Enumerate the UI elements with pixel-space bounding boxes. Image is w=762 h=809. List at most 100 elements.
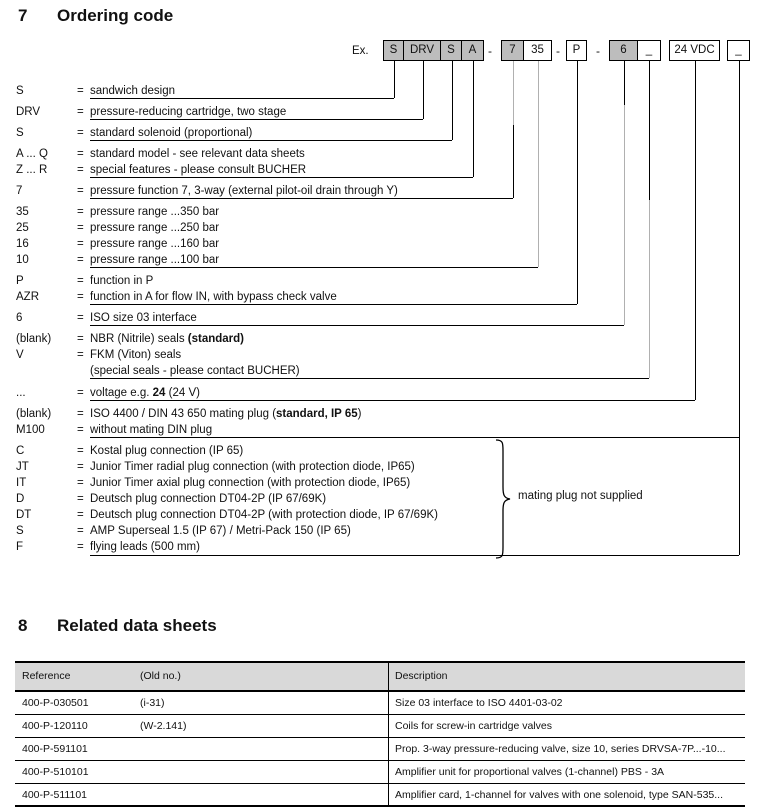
equals-sign: = [77,312,84,324]
def-row-solenoid: S = standard solenoid (proportional) [0,126,762,142]
code-value: IT [16,477,27,489]
code-description: without mating DIN plug [90,424,213,436]
connector-line [538,61,539,267]
table-border-top [15,661,745,663]
code-box-port-function: P [566,40,587,61]
table-cell-old-no: (W-2.141) [140,720,187,732]
connector-line [452,61,453,140]
code-description: function in P [90,275,154,287]
def-row-special-seals: (special seals - please contact BUCHER) [0,364,762,380]
table-cell-reference: 400-P-030501 [22,697,89,709]
section-number: 8 [18,616,28,635]
dash-separator: - [488,44,492,58]
equals-sign: = [77,85,84,97]
equals-sign: = [77,493,84,505]
def-row-deutsch: D = Deutsch plug connection DT04-2P (IP 67… [0,492,762,508]
dash-separator: - [596,44,600,58]
table-column-divider [388,661,389,807]
connector-line [394,61,395,98]
def-row-range-350: 35 = pressure range ...350 bar [0,205,762,221]
equals-sign: = [77,509,84,521]
code-description: pressure range ...100 bar [90,254,220,266]
connector-line [473,61,474,177]
equals-sign: = [77,106,84,118]
code-description: function in A for flow IN, with bypass c… [90,291,337,303]
table-cell-reference: 400-P-510101 [22,766,89,778]
def-row-superseal: S = AMP Superseal 1.5 (IP 67) / Metri-Pack… [0,524,762,540]
code-description: standard solenoid (proportional) [90,127,253,139]
def-row-flying-leads: F = flying leads (500 mm) [0,540,762,556]
code-value: S [16,525,24,537]
def-row-fkm-seals: V = FKM (Viton) seals [0,348,762,364]
code-description: Junior Timer axial plug connection (with… [90,477,411,489]
underline [90,437,739,438]
desc-text: ISO 4400 / DIN 43 650 mating plug ( [90,408,277,420]
def-row-deutsch-diode: DT = Deutsch plug connection DT04-2P (with… [0,508,762,524]
desc-text-bold: (standard) [187,333,244,345]
code-description: (special seals - please contact BUCHER) [90,365,300,377]
desc-text: ) [357,408,362,420]
code-description: Kostal plug connection (IP 65) [90,445,244,457]
code-description: FKM (Viton) seals [90,349,182,361]
underline [90,267,538,268]
equals-sign: = [77,238,84,250]
code-description: standard model - see relevant data sheet… [90,148,305,160]
code-value: A ... Q [16,148,48,160]
table-cell-old-no: (i-31) [140,697,165,709]
def-row-interface: 6 = ISO size 03 interface [0,311,762,327]
column-header-reference: Reference [22,670,71,682]
def-row-range-100: 10 = pressure range ...100 bar [0,253,762,269]
underline [90,140,452,141]
code-value: V [16,349,24,361]
code-value: 10 [16,254,29,266]
code-description: pressure range ...160 bar [90,238,220,250]
underline [90,325,624,326]
code-value: DT [16,509,32,521]
connector-line [695,61,696,400]
code-description: flying leads (500 mm) [90,541,200,553]
table-row-separator [15,737,745,738]
def-row-kostal: C = Kostal plug connection (IP 65) [0,444,762,460]
code-box-function: 7 [501,40,524,61]
code-box-solenoid: S [440,40,462,61]
table-row-separator [15,760,745,761]
def-row-function-azr: AZR = function in A for flow IN, with bypa… [0,290,762,306]
table-cell-reference: 400-P-511101 [22,789,87,801]
equals-sign: = [77,127,84,139]
code-value: S [16,85,24,97]
def-row-cartridge: DRV = pressure-reducing cartridge, two sta… [0,105,762,121]
table-border-bottom [15,805,745,807]
connector-line [649,61,650,200]
underline [90,400,695,401]
equals-sign: = [77,291,84,303]
equals-sign: = [77,461,84,473]
connector-line [624,105,625,325]
desc-text-bold: standard, IP 65 [276,408,358,420]
equals-sign: = [77,254,84,266]
underline [90,304,577,305]
section-7-heading: 7 Ordering code [18,6,173,26]
connector-line [649,200,650,378]
table-cell-description: Prop. 3-way pressure-reducing valve, siz… [395,743,726,755]
table-cell-description: Size 03 interface to ISO 4401-03-02 [395,697,563,709]
def-row-special-features: Z ... R = special features - please consul… [0,163,762,179]
def-row-pressure-function: 7 = pressure function 7, 3-way (external p… [0,184,762,200]
equals-sign: = [77,387,84,399]
connector-line [513,125,514,198]
code-value: D [16,493,25,505]
code-description: Junior Timer radial plug connection (wit… [90,461,415,473]
code-value: 7 [16,185,23,197]
underline [90,119,423,120]
code-description: special features - please consult BUCHER [90,164,307,176]
table-header-border [15,690,745,692]
def-row-range-250: 25 = pressure range ...250 bar [0,221,762,237]
connector-line [423,61,424,119]
code-box-cartridge: DRV [403,40,441,61]
code-box-sandwich: S [383,40,404,61]
code-box-interface: 6 [609,40,638,61]
code-box-pressure-range: 35 [523,40,552,61]
connector-line [624,61,625,105]
brace-icon [495,439,511,559]
code-description: pressure function 7, 3-way (external pil… [90,185,398,197]
desc-text: (24 V) [165,387,200,399]
